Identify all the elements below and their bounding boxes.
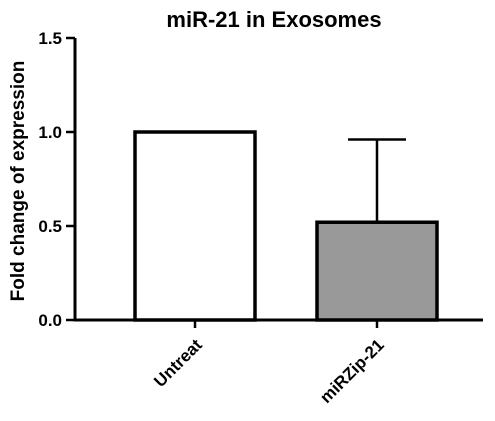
axes-group (73, 38, 483, 328)
error-bars-group (348, 138, 406, 223)
y-tick-label: 1.5 (38, 29, 62, 48)
x-tick-label: miRZip-21 (316, 335, 388, 407)
bar-untreat (133, 130, 257, 322)
chart-title: miR-21 in Exosomes (166, 7, 381, 32)
y-tick-label: 1.0 (38, 123, 62, 142)
y-axis-label: Fold change of expression (8, 61, 29, 302)
bar-mirzip-21 (315, 220, 439, 322)
x-tick-label: Untreat (150, 335, 206, 391)
y-tick-label: 0.0 (38, 311, 62, 330)
x-labels-group: Untreat miRZip-21 (150, 335, 388, 407)
bars-group (133, 130, 439, 322)
y-ticks-group: 0.0 0.5 1.0 1.5 (38, 29, 75, 330)
y-tick-label: 0.5 (38, 217, 62, 236)
